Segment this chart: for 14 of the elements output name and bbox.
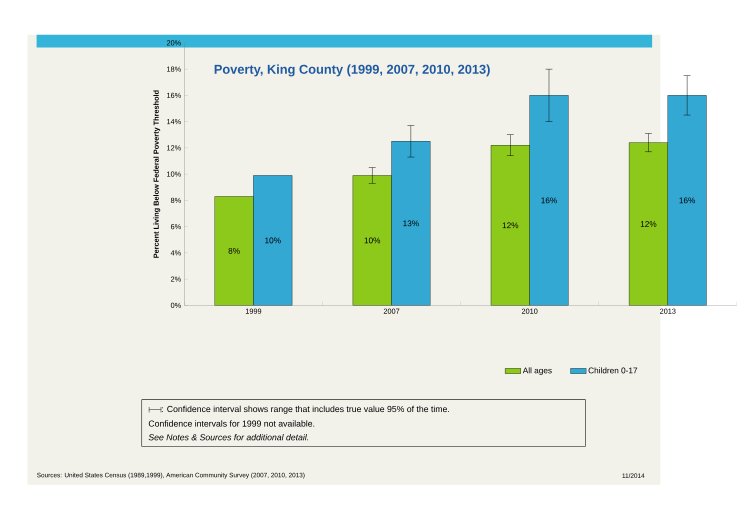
legend-label: Children 0-17 (588, 367, 638, 374)
data-label: 16% (541, 198, 557, 204)
data-label: 10% (265, 238, 281, 244)
text: Poverty, King County (1999, 2007, 2010, 2013) (214, 64, 490, 76)
data-label: 12% (502, 222, 518, 228)
data-label: 16% (679, 198, 696, 204)
legend-label: All ages (522, 367, 552, 376)
data-label: 12% (640, 221, 656, 227)
text: See Notes & Sources for additional detail. (148, 434, 308, 440)
text: : Confidence interval shows range that includes true value 95% of the time. (162, 406, 449, 414)
text: Confidence intervals for 1999 not available. (148, 420, 314, 427)
data-label: 8% (228, 248, 240, 254)
data-label: 10% (364, 238, 380, 244)
data-label: 13% (403, 220, 419, 226)
